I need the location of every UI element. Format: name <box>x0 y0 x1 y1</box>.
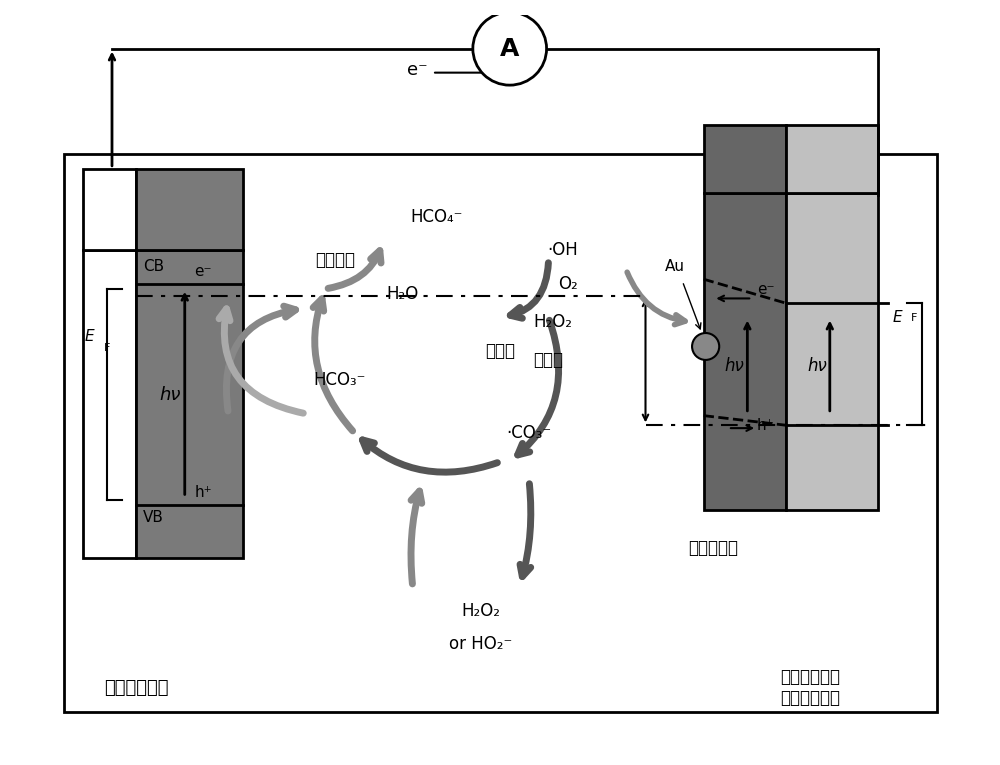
Text: h⁺: h⁺ <box>194 485 212 500</box>
Bar <box>83 169 136 250</box>
Bar <box>64 155 936 711</box>
Text: F: F <box>911 313 918 323</box>
Text: 自偏厅: 自偏厅 <box>534 351 564 369</box>
Text: HCO₃⁻: HCO₃⁻ <box>314 371 366 389</box>
Text: E: E <box>893 310 902 325</box>
Text: h⁺: h⁺ <box>757 418 775 433</box>
Text: Au: Au <box>665 259 685 275</box>
Text: 自偏厅: 自偏厅 <box>485 342 515 360</box>
Bar <box>83 250 136 558</box>
Text: 降解产物: 降解产物 <box>315 251 355 269</box>
Text: CB: CB <box>143 259 164 275</box>
Text: hν: hν <box>807 356 827 375</box>
Text: or HO₂⁻: or HO₂⁻ <box>449 635 512 653</box>
Text: H₂O₂: H₂O₂ <box>461 602 500 620</box>
Text: hν: hν <box>160 386 181 403</box>
Text: VB: VB <box>143 509 164 525</box>
Bar <box>136 250 243 558</box>
Text: ·OH: ·OH <box>548 242 578 259</box>
Circle shape <box>473 12 547 85</box>
Bar <box>786 193 878 509</box>
Text: e⁻: e⁻ <box>757 282 775 297</box>
Text: hν: hν <box>725 356 745 375</box>
Text: H₂O: H₂O <box>387 285 419 303</box>
Text: e⁻: e⁻ <box>407 60 428 79</box>
Circle shape <box>692 333 719 360</box>
Bar <box>704 125 786 193</box>
Bar <box>704 193 786 509</box>
Text: O₂: O₂ <box>558 275 578 293</box>
Text: 金修饰多晶硅
电池片光阴极: 金修饰多晶硅 电池片光阴极 <box>780 668 840 707</box>
Text: HCO₄⁻: HCO₄⁻ <box>411 208 463 226</box>
Text: ·CO₃⁻: ·CO₃⁻ <box>507 424 552 442</box>
Text: F: F <box>104 343 111 353</box>
Text: E: E <box>85 330 94 344</box>
Text: 有机污染物: 有机污染物 <box>688 539 738 557</box>
Text: e⁻: e⁻ <box>194 264 212 279</box>
Text: H₂O₂: H₂O₂ <box>534 314 573 331</box>
Text: 钒酸鈒光阳极: 钒酸鈒光阳极 <box>104 679 168 697</box>
Bar <box>786 125 878 193</box>
Text: A: A <box>500 37 519 60</box>
Bar <box>136 169 243 250</box>
